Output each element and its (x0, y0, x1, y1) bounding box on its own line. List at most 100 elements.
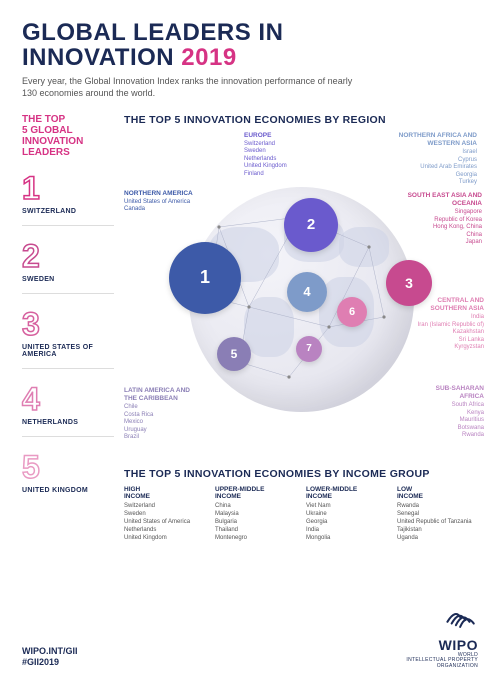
region-name: EUROPE (244, 132, 287, 140)
footer-hashtag: #GII2019 (22, 657, 59, 667)
region-item: South Africa (419, 402, 484, 410)
leader-4: 4 NETHERLANDS (22, 383, 114, 437)
leader-number: 4 (22, 383, 40, 415)
income-col: LOWER-MIDDLEINCOME Viet NamUkraineGeorgia… (306, 486, 387, 543)
income-item: Mongolia (306, 534, 387, 542)
wipo-logo-icon (444, 601, 478, 629)
income-heading: THE TOP 5 INNOVATION ECONOMIES BY INCOME… (124, 468, 478, 480)
logo-name: WIPO (406, 637, 478, 653)
leader-name: SWEDEN (22, 276, 114, 283)
region-ssa: SUB-SAHARAN AFRICASouth AfricaKenyaMauri… (419, 385, 484, 440)
income-item: Senegal (397, 510, 478, 518)
logo-subtitle: WORLD INTELLECTUAL PROPERTY ORGANIZATION (406, 653, 478, 670)
leader-name: UNITED STATES OF AMERICA (22, 344, 114, 358)
left-heading: THE TOP 5 GLOBAL INNOVATION LEADERS (22, 114, 114, 158)
region-nawa: NORTHERN AFRICA AND WESTERN ASIAIsraelCy… (372, 132, 477, 187)
region-europe: EUROPESwitzerlandSwedenNetherlandsUnited… (244, 132, 287, 179)
income-col: LOWINCOME RwandaSenegalUnited Republic of… (397, 486, 478, 543)
income-item: Bulgaria (215, 518, 296, 526)
income-item: Thailand (215, 526, 296, 534)
subtitle: Every year, the Global Innovation Index … (22, 76, 362, 99)
region-item: Turkey (372, 179, 477, 187)
income-item: Georgia (306, 518, 387, 526)
wipo-logo: WIPO WORLD INTELLECTUAL PROPERTY ORGANIZ… (406, 601, 478, 670)
leader-5: 5 UNITED KINGDOM (22, 451, 114, 494)
title-line1: GLOBAL LEADERS IN (22, 19, 283, 46)
footer-left: WIPO.INT/GII #GII2019 (22, 646, 78, 669)
divider (22, 436, 114, 437)
title-year: 2019 (181, 44, 236, 71)
income-item: Netherlands (124, 526, 205, 534)
leader-number: 3 (22, 308, 40, 340)
leader-name: UNITED KINGDOM (22, 487, 114, 494)
income-item: China (215, 502, 296, 510)
leader-number: 5 (22, 451, 40, 483)
leader-number: 2 (22, 240, 40, 272)
rank-bubble-2: 2 (284, 198, 338, 252)
income-item: Switzerland (124, 502, 205, 510)
right-column: THE TOP 5 INNOVATION ECONOMIES BY REGION (124, 114, 478, 543)
region-item: Hong Kong, China (402, 224, 482, 232)
region-name: SUB-SAHARAN AFRICA (419, 385, 484, 401)
region-item: Kazakhstan (414, 329, 484, 337)
region-name: NORTHERN AFRICA AND WESTERN ASIA (372, 132, 477, 148)
region-item: Kenya (419, 410, 484, 418)
region-item: United States of America (124, 199, 204, 207)
region-item: Finland (244, 171, 287, 179)
region-name: CENTRAL AND SOUTHERN ASIA (414, 297, 484, 313)
income-item: Rwanda (397, 502, 478, 510)
region-item: Chile (124, 404, 199, 412)
region-item: Republic of Korea (402, 217, 482, 225)
income-item: Viet Nam (306, 502, 387, 510)
income-item: Montenegro (215, 534, 296, 542)
region-lac: LATIN AMERICA AND THE CARIBBEANChileCost… (124, 387, 199, 442)
region-item: Brazil (124, 434, 199, 442)
infographic-page: GLOBAL LEADERS IN INNOVATION 2019 Every … (0, 0, 500, 683)
leader-name: NETHERLANDS (22, 419, 114, 426)
region-item: Canada (124, 206, 204, 214)
income-col-head: HIGHINCOME (124, 486, 205, 500)
income-col-head: LOWER-MIDDLEINCOME (306, 486, 387, 500)
income-col: UPPER-MIDDLEINCOME ChinaMalaysiaBulgariaT… (215, 486, 296, 543)
region-item: Israel (372, 149, 477, 157)
region-item: United Kingdom (244, 163, 287, 171)
income-item: Ukraine (306, 510, 387, 518)
region-item: China (402, 232, 482, 240)
region-item: Mexico (124, 419, 199, 427)
rank-bubble-7: 7 (296, 336, 322, 362)
leader-3: 3 UNITED STATES OF AMERICA (22, 308, 114, 369)
region-item: Botswana (419, 425, 484, 433)
region-item: United Arab Emirates (372, 164, 477, 172)
region-na: NORTHERN AMERICAUnited States of America… (124, 190, 204, 214)
income-item: Uganda (397, 534, 478, 542)
globe-area: 1234567 EUROPESwitzerlandSwedenNetherlan… (124, 132, 478, 462)
region-item: Costa Rica (124, 412, 199, 420)
income-item: United Republic of Tanzania (397, 518, 478, 526)
region-item: Kyrgyzstan (414, 344, 484, 352)
region-item: India (414, 314, 484, 322)
footer: WIPO.INT/GII #GII2019 WIPO WORLD INTELLE… (22, 601, 478, 670)
regions-heading: THE TOP 5 INNOVATION ECONOMIES BY REGION (124, 114, 478, 126)
divider (22, 293, 114, 294)
title-line2a: INNOVATION (22, 44, 181, 71)
income-item: United Kingdom (124, 534, 205, 542)
region-name: LATIN AMERICA AND THE CARIBBEAN (124, 387, 199, 403)
main-title: GLOBAL LEADERS IN INNOVATION 2019 (22, 20, 478, 70)
region-name: NORTHERN AMERICA (124, 190, 204, 198)
region-item: Rwanda (419, 432, 484, 440)
header: GLOBAL LEADERS IN INNOVATION 2019 Every … (22, 20, 478, 100)
footer-url: WIPO.INT/GII (22, 646, 78, 656)
leader-1: 1 SWITZERLAND (22, 172, 114, 226)
region-item: Sweden (244, 148, 287, 156)
leader-2: 2 SWEDEN (22, 240, 114, 294)
main-content: THE TOP 5 GLOBAL INNOVATION LEADERS 1 SW… (22, 114, 478, 543)
income-col-head: UPPER-MIDDLEINCOME (215, 486, 296, 500)
region-csa: CENTRAL AND SOUTHERN ASIAIndiaIran (Isla… (414, 297, 484, 352)
region-item: Cyprus (372, 157, 477, 165)
income-col-head: LOWINCOME (397, 486, 478, 500)
region-item: Georgia (372, 172, 477, 180)
left-column: THE TOP 5 GLOBAL INNOVATION LEADERS 1 SW… (22, 114, 114, 543)
income-item: Malaysia (215, 510, 296, 518)
leader-name: SWITZERLAND (22, 208, 114, 215)
rank-bubble-6: 6 (337, 297, 367, 327)
